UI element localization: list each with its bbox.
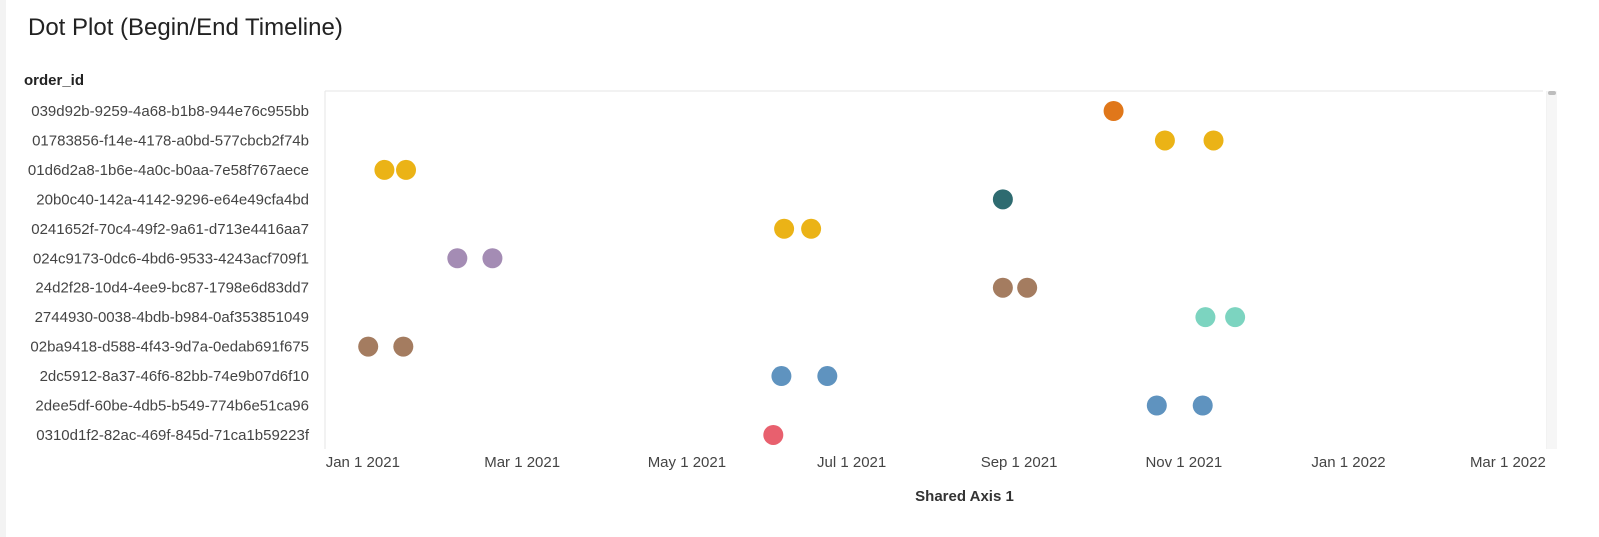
data-point	[482, 248, 503, 269]
data-point	[817, 366, 838, 387]
x-axis-title: Shared Axis 1	[915, 488, 1014, 505]
y-axis-title: order_id	[24, 72, 85, 89]
data-point	[1195, 307, 1216, 328]
y-tick-label: 02ba9418-d588-4f43-9d7a-0edab691f675	[30, 339, 309, 356]
x-tick-label: Sep 1 2021	[981, 454, 1058, 471]
chart-panel	[6, 0, 1599, 537]
scroll-thumb	[1548, 91, 1556, 95]
data-point	[992, 277, 1013, 298]
data-point	[771, 366, 792, 387]
data-point	[1225, 307, 1246, 328]
data-point	[1192, 395, 1213, 416]
y-tick-label: 2dc5912-8a37-46f6-82bb-74e9b07d6f10	[40, 368, 309, 385]
y-tick-label: 2744930-0038-4bdb-b984-0af353851049	[35, 309, 309, 326]
y-tick-label: 0241652f-70c4-49f2-9a61-d713e4416aa7	[31, 221, 309, 238]
x-tick-label: May 1 2021	[648, 454, 726, 471]
data-point	[374, 159, 395, 180]
data-point	[1103, 101, 1124, 121]
data-point	[1203, 130, 1224, 151]
chart-title: Dot Plot (Begin/End Timeline)	[28, 14, 343, 41]
x-tick-label: Mar 1 2021	[484, 454, 560, 471]
y-tick-label: 20b0c40-142a-4142-9296-e64e49cfa4bd	[36, 191, 309, 208]
data-point	[992, 189, 1013, 210]
x-tick-label: Nov 1 2021	[1145, 454, 1222, 471]
scroll-track	[1547, 91, 1557, 449]
data-point	[393, 336, 414, 357]
data-point	[396, 159, 417, 180]
x-tick-label: Jul 1 2021	[817, 454, 886, 471]
y-tick-label: 24d2f28-10d4-4ee9-bc87-1798e6d83dd7	[35, 280, 309, 297]
y-tick-label: 024c9173-0dc6-4bd6-9533-4243acf709f1	[33, 250, 309, 267]
x-tick-label: Jan 1 2021	[326, 454, 400, 471]
data-point	[1154, 130, 1175, 151]
x-tick-label: Jan 1 2022	[1311, 454, 1385, 471]
data-point	[447, 248, 468, 269]
y-tick-label: 039d92b-9259-4a68-b1b8-944e76c955bb	[31, 103, 309, 120]
y-tick-label: 0310d1f2-82ac-469f-845d-71ca1b59223f	[36, 427, 310, 444]
data-point	[774, 218, 795, 239]
data-point	[763, 424, 784, 445]
y-tick-label: 01d6d2a8-1b6e-4a0c-b0aa-7e58f767aece	[28, 162, 309, 179]
x-tick-label: Mar 1 2022	[1470, 454, 1546, 471]
y-tick-label: 2dee5df-60be-4db5-b549-774b6e51ca96	[35, 398, 309, 415]
y-tick-label: 01783856-f14e-4178-a0bd-577cbcb2f74b	[32, 132, 309, 149]
data-point	[1146, 395, 1167, 416]
data-point	[1017, 277, 1038, 298]
data-point	[358, 336, 379, 357]
data-point	[801, 218, 822, 239]
